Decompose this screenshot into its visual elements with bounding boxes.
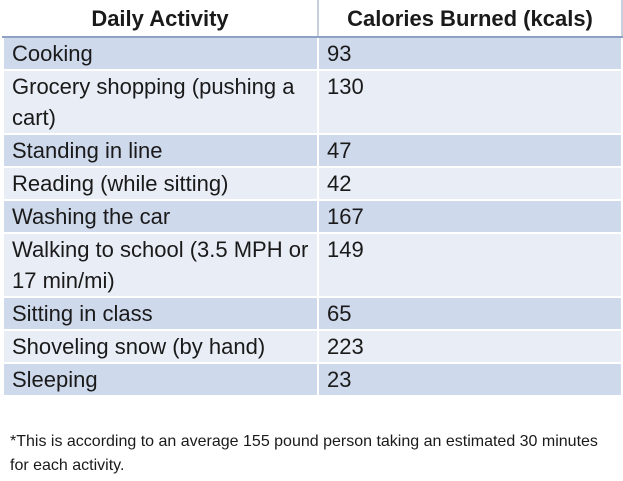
activity-cell: Walking to school (3.5 MPH or 17 min/mi) [2,232,319,298]
table-row: Walking to school (3.5 MPH or 17 min/mi)… [2,232,623,298]
table-row: Sitting in class 65 [2,296,623,331]
table-row: Shoveling snow (by hand) 223 [2,329,623,364]
table-header: Daily Activity Calories Burned (kcals) [3,0,623,38]
table-row: Cooking 93 [2,36,623,71]
activity-cell: Grocery shopping (pushing a cart) [2,69,319,135]
activity-cell: Sleeping [2,362,319,397]
calories-cell: 223 [317,329,623,364]
calories-cell: 65 [317,296,623,331]
footnote: *This is according to an average 155 pou… [10,433,598,474]
calories-cell: 149 [317,232,623,298]
calories-cell: 23 [317,362,623,397]
table-row: Grocery shopping (pushing a cart) 130 [2,69,623,135]
table-row: Standing in line 47 [2,133,623,168]
header-row: Daily Activity Calories Burned (kcals) [3,0,623,38]
table-row: Reading (while sitting) 42 [2,166,623,201]
calories-table-container: Daily Activity Calories Burned (kcals) C… [2,0,623,397]
calories-cell: 93 [317,36,623,71]
calories-cell: 130 [317,69,623,135]
activity-cell: Reading (while sitting) [2,166,319,201]
activity-cell: Shoveling snow (by hand) [2,329,319,364]
header-calories-burned: Calories Burned (kcals) [317,0,623,38]
activity-cell: Washing the car [2,199,319,234]
calories-cell: 42 [317,166,623,201]
activity-cell: Cooking [2,36,319,71]
activity-cell: Standing in line [2,133,319,168]
table-row: Washing the car 167 [2,199,623,234]
calories-cell: 167 [317,199,623,234]
calories-cell: 47 [317,133,623,168]
header-daily-activity: Daily Activity [3,0,319,38]
activity-cell: Sitting in class [2,296,319,331]
table-row: Sleeping 23 [2,362,623,397]
table-body: Cooking 93 Grocery shopping (pushing a c… [2,36,623,397]
calories-table: Daily Activity Calories Burned (kcals) C… [2,0,623,397]
